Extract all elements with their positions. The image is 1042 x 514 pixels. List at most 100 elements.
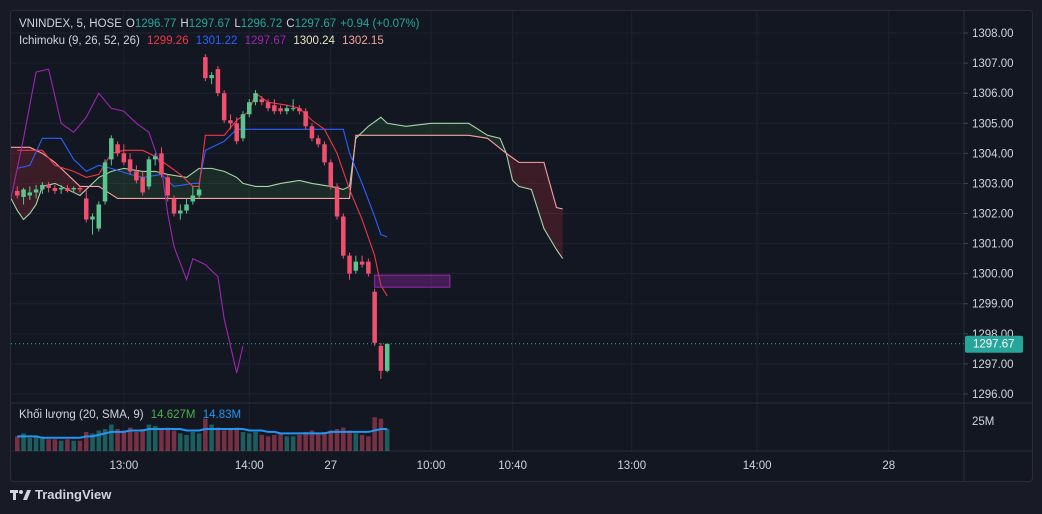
volume-bar (146, 424, 152, 451)
price-legend: VNINDEX, 5, HOSE O1296.77 H1297.67 L1296.72… (19, 18, 423, 30)
candle (347, 252, 352, 280)
cloud-segment (496, 137, 501, 149)
cloud-segment (402, 125, 406, 136)
volume-bar (315, 433, 321, 451)
low-value: 1296.72 (240, 18, 283, 30)
volume-bar (83, 431, 89, 451)
candle (253, 90, 258, 106)
candle (46, 181, 51, 193)
cloud-segment (437, 123, 441, 136)
candle (284, 105, 290, 115)
volume-bar (140, 429, 145, 451)
cloud-segment (515, 160, 519, 187)
cloud-segment (456, 123, 460, 136)
cloud-segment (302, 181, 306, 199)
cloud-segment (509, 155, 513, 181)
cloud-segment (446, 123, 450, 136)
cloud-segment (462, 123, 466, 136)
time-axis: 13:00 14:00 27 10:00 10:40 13:00 14:00 28 (109, 460, 895, 472)
cloud-segment (418, 124, 422, 136)
candle-body (322, 144, 327, 163)
candle-body (228, 120, 233, 124)
volume-bar (347, 430, 352, 451)
cloud-segment (230, 174, 234, 199)
cloud-segment (67, 174, 71, 191)
candle (290, 99, 296, 112)
cloud-segment (311, 183, 316, 199)
candle (152, 153, 158, 166)
cloud-segment (377, 117, 381, 136)
cloud-segment (415, 124, 419, 136)
volume-bar (203, 418, 208, 451)
chikou-value: 1297.67 (244, 35, 287, 47)
candle-body (71, 187, 76, 190)
candle-body (152, 156, 158, 160)
volume-legend[interactable]: Khối lượng (20, SMA, 9) 14.627M 14.83M (19, 409, 245, 421)
last-price-badge: 1297.67 (965, 335, 1023, 353)
cloud-segment (202, 168, 206, 199)
cloud-segment (390, 123, 394, 136)
cloud-segment (550, 184, 554, 245)
price-tick-label: 1300.00 (972, 269, 1014, 281)
candle-body (347, 255, 352, 274)
cloud-segment (340, 188, 344, 199)
cloud-segment (324, 185, 328, 199)
cloud-segment (553, 196, 557, 250)
cloud-segment (239, 180, 243, 199)
volume-bar (46, 439, 51, 451)
grid-lines (11, 11, 964, 451)
candle (353, 255, 359, 274)
senkou-a-value: 1300.24 (293, 35, 335, 47)
candle-body (372, 291, 377, 343)
tenkan-line (17, 92, 388, 297)
volume-bar (278, 433, 283, 451)
candle (234, 117, 239, 145)
candle (15, 186, 20, 199)
candle (121, 144, 127, 166)
senkou-b-line (11, 134, 563, 210)
candle (21, 187, 26, 205)
close-value: 1297.67 (294, 18, 337, 30)
cloud-segment (424, 123, 428, 136)
time-tick-label: 10:00 (417, 460, 446, 472)
candle (278, 105, 283, 115)
candle (228, 114, 233, 130)
candle-body (140, 177, 145, 193)
volume-bar (309, 430, 315, 451)
volume-bar (322, 431, 327, 451)
tradingview-footer[interactable]: TradingView (10, 487, 111, 502)
cloud-segment (490, 136, 494, 144)
ichimoku-cloud (11, 117, 563, 259)
candle-body (40, 184, 45, 190)
cloud-segment (227, 172, 231, 199)
candle-body (278, 108, 283, 112)
cloud-segment (126, 168, 131, 199)
candle-body (334, 186, 340, 217)
volume-bar (165, 427, 171, 451)
candle (77, 186, 83, 193)
cloud-segment (29, 147, 33, 214)
cloud-segment (42, 153, 46, 187)
candle-body (221, 93, 227, 121)
cloud-segment (280, 182, 284, 199)
cloud-segment (327, 185, 331, 199)
cloud-segment (252, 185, 256, 199)
cloud-segment (271, 184, 275, 199)
chart-frame[interactable]: 1308.00 1307.00 1306.00 1305.00 1304.00 1303.… (10, 10, 1033, 482)
candle (384, 343, 390, 373)
ichimoku-legend[interactable]: Ichimoku (9, 26, 52, 26) 1299.26 1301.22… (19, 35, 388, 47)
candle (272, 99, 277, 115)
price-tick-label: 1302.00 (972, 209, 1014, 221)
volume-bar (215, 427, 221, 451)
chart-canvas[interactable]: 1308.00 1307.00 1306.00 1305.00 1304.00 1303.… (11, 11, 1032, 481)
high-label: H (180, 18, 189, 30)
volume-bar (240, 431, 246, 451)
cloud-segment (421, 124, 425, 136)
cloud-segment (518, 162, 522, 188)
volume-bar (77, 440, 83, 451)
cloud-segment (440, 123, 444, 136)
volume-bar (253, 431, 258, 451)
volume-bar (384, 429, 390, 451)
time-tick-label: 13:00 (617, 460, 646, 472)
volume-bar (272, 434, 277, 451)
